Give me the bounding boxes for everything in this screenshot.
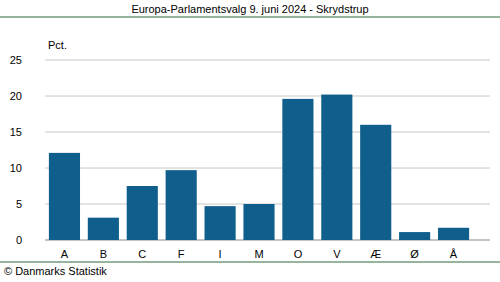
bar bbox=[360, 125, 391, 240]
y-label: Pct. bbox=[48, 39, 67, 51]
bar bbox=[438, 228, 469, 240]
x-tick-label: B bbox=[100, 248, 107, 260]
y-tick-label: 5 bbox=[16, 198, 22, 210]
top-rule bbox=[0, 17, 500, 18]
x-tick-label: Æ bbox=[370, 248, 381, 260]
y-tick-label: 15 bbox=[10, 126, 22, 138]
bottom-rule bbox=[0, 262, 500, 263]
bar bbox=[205, 206, 236, 240]
bar bbox=[399, 232, 430, 240]
chart-svg: Europa-Parlamentsvalg 9. juni 2024 - Skr… bbox=[0, 0, 500, 282]
y-tick-label: 20 bbox=[10, 90, 22, 102]
chart-container: Europa-Parlamentsvalg 9. juni 2024 - Skr… bbox=[0, 0, 500, 282]
y-tick-label: 0 bbox=[16, 234, 22, 246]
x-tick-label: O bbox=[294, 248, 303, 260]
bar bbox=[243, 204, 274, 240]
bar bbox=[127, 186, 158, 240]
bars bbox=[49, 95, 469, 240]
grid-line bbox=[45, 168, 490, 169]
grid-line bbox=[45, 60, 490, 61]
x-tick-label: F bbox=[178, 248, 185, 260]
x-tick-label: Å bbox=[450, 248, 458, 260]
x-tick-label: I bbox=[219, 248, 222, 260]
source: © Danmarks Statistik bbox=[4, 265, 107, 277]
x-tick-label: A bbox=[61, 248, 69, 260]
bar bbox=[49, 153, 80, 240]
x-tick-label: V bbox=[333, 248, 341, 260]
y-tick-label: 25 bbox=[10, 54, 22, 66]
bar bbox=[282, 99, 313, 240]
grid-line bbox=[45, 96, 490, 97]
x-tick-label: M bbox=[254, 248, 263, 260]
bar bbox=[166, 170, 197, 240]
y-tick-label: 10 bbox=[10, 162, 22, 174]
x-tick-label: C bbox=[138, 248, 146, 260]
grid-line bbox=[45, 132, 490, 133]
bar bbox=[88, 218, 119, 240]
x-tick-label: Ø bbox=[410, 248, 419, 260]
title: Europa-Parlamentsvalg 9. juni 2024 - Skr… bbox=[131, 3, 368, 15]
bar bbox=[321, 95, 352, 240]
